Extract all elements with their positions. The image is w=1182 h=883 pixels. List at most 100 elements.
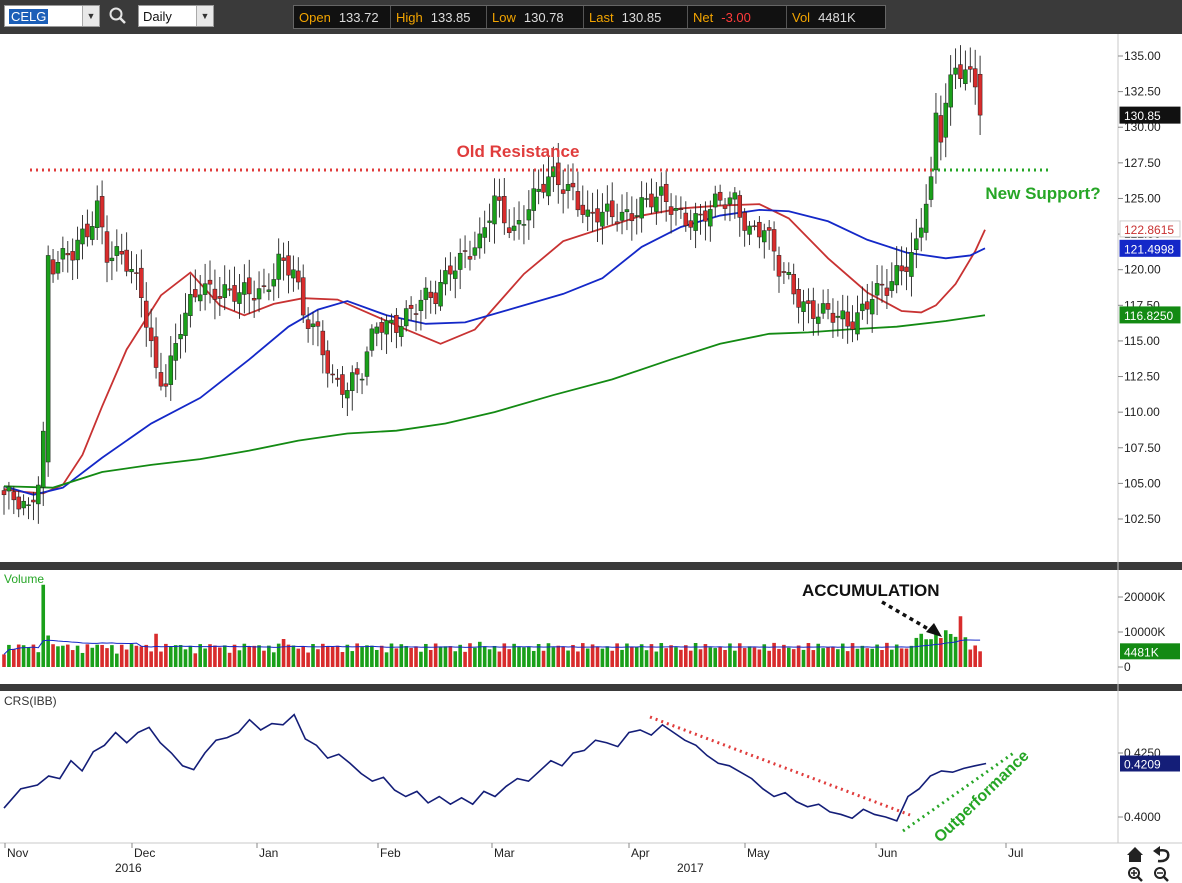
- candle-body: [943, 102, 949, 138]
- volume-bar: [154, 633, 158, 667]
- candle-body: [688, 220, 693, 228]
- volume-bar: [188, 645, 193, 667]
- volume-bar: [625, 643, 629, 667]
- zoom-in-icon[interactable]: [1128, 867, 1143, 882]
- volume-bar: [70, 650, 75, 667]
- candle-body: [178, 334, 183, 340]
- candle-body: [590, 211, 595, 214]
- volume-bar: [659, 643, 664, 667]
- candle-body: [60, 248, 66, 260]
- volume-bar: [688, 650, 693, 667]
- candle-body: [806, 300, 811, 304]
- volume-bar: [75, 645, 80, 667]
- panel-divider: [0, 684, 1182, 691]
- candle-body: [408, 304, 414, 309]
- candle-body: [320, 330, 326, 356]
- volume-bar: [208, 644, 212, 667]
- undo-icon[interactable]: [1153, 846, 1170, 863]
- volume-bar: [860, 645, 865, 667]
- volume-bar: [541, 650, 546, 667]
- candle-body: [237, 292, 242, 304]
- candle-body: [712, 193, 718, 208]
- volume-bar: [968, 649, 973, 667]
- candle-body: [899, 265, 904, 272]
- volume-bar: [291, 645, 296, 667]
- candle-body: [207, 279, 213, 285]
- interval-value[interactable]: Daily: [143, 9, 172, 24]
- search-icon[interactable]: [108, 6, 128, 26]
- candle-body: [840, 310, 846, 320]
- volume-bar: [664, 648, 668, 667]
- volume-bar: [522, 647, 526, 667]
- symbol-combo[interactable]: CELG ▼: [4, 5, 100, 27]
- zoom-out-icon[interactable]: [1154, 867, 1169, 882]
- candle-body: [644, 198, 649, 200]
- volume-bar: [527, 646, 531, 667]
- volume-bar: [443, 646, 448, 667]
- x-tick-label: Jan: [259, 846, 278, 860]
- panel-divider: [0, 562, 1182, 570]
- candle-body: [595, 208, 600, 223]
- y-tick-label: 20000K: [1124, 590, 1165, 604]
- candle-body: [80, 228, 85, 245]
- outperformance-trendline: [902, 750, 1016, 833]
- candle-body: [766, 227, 772, 231]
- volume-bar: [198, 644, 202, 667]
- interval-combo[interactable]: Daily ▼: [138, 5, 214, 27]
- chevron-down-icon[interactable]: ▼: [196, 6, 213, 26]
- candle-body: [850, 321, 855, 330]
- volume-bar: [890, 649, 894, 667]
- volume-bar: [821, 648, 825, 667]
- candle-body: [403, 308, 409, 327]
- value-tag: [1119, 220, 1181, 238]
- candle-body: [31, 499, 36, 503]
- volume-bar: [772, 642, 776, 667]
- candle-body: [624, 209, 630, 213]
- quote-value: 133.85: [430, 9, 471, 25]
- candle-body: [865, 301, 870, 310]
- candle-body: [325, 350, 330, 374]
- volume-bar: [649, 644, 654, 667]
- volume-bar: [286, 644, 291, 667]
- volume-bar: [164, 643, 168, 667]
- candle-body: [173, 343, 178, 361]
- candle-body: [139, 267, 144, 298]
- volume-bar: [2, 654, 6, 667]
- candle-body: [639, 197, 644, 219]
- candle-body: [291, 269, 296, 279]
- candle-body: [394, 314, 399, 333]
- volume-bar: [929, 639, 933, 667]
- candle-body: [928, 176, 934, 200]
- volume-bar: [630, 647, 634, 667]
- home-icon[interactable]: [1127, 847, 1143, 862]
- candle-body: [771, 229, 777, 252]
- volume-bar: [585, 648, 590, 667]
- candle-body: [188, 294, 193, 316]
- volume-bar: [919, 633, 924, 667]
- volume-bar: [330, 646, 335, 667]
- candle-body: [374, 326, 380, 334]
- volume-bar: [321, 643, 325, 667]
- candle-body: [659, 186, 664, 196]
- volume-bar: [281, 639, 286, 667]
- candle-body: [247, 277, 252, 295]
- volume-bars: [2, 584, 982, 667]
- volume-bar: [551, 647, 556, 667]
- chevron-down-icon[interactable]: ▼: [82, 6, 99, 26]
- symbol-value[interactable]: CELG: [9, 9, 49, 24]
- volume-bar: [95, 644, 99, 667]
- candle-body: [448, 265, 453, 275]
- candle-body: [580, 204, 586, 215]
- chart-area[interactable]: 135.00132.50130.00127.50125.00122.50120.…: [0, 34, 1182, 883]
- candle-body: [153, 336, 159, 368]
- candle-body: [855, 312, 860, 335]
- candle-body: [261, 285, 267, 287]
- candle-body: [722, 204, 728, 209]
- candle-body: [502, 196, 507, 224]
- volume-bar: [600, 648, 605, 667]
- volume-bar: [620, 649, 624, 667]
- candle-body: [811, 300, 816, 319]
- volume-bar: [7, 644, 11, 667]
- volume-bar: [355, 643, 359, 667]
- y-tick-label: 10000K: [1124, 625, 1165, 639]
